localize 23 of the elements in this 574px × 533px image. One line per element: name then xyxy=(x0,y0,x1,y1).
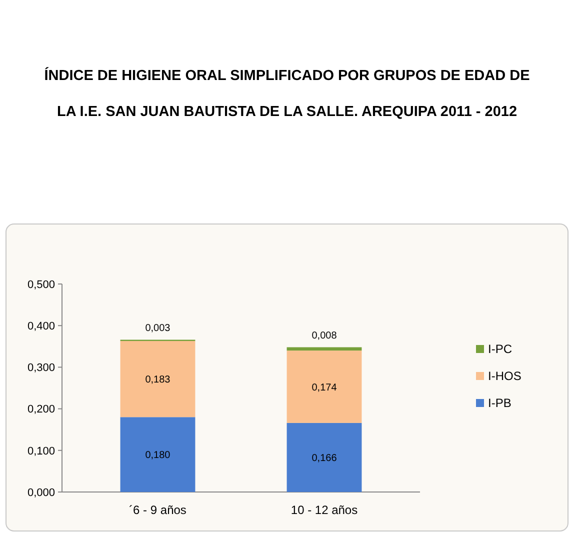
data-label: 0,174 xyxy=(312,382,338,394)
data-label: 0,183 xyxy=(145,374,171,386)
data-label: 0,166 xyxy=(312,452,338,464)
legend-label: I-PB xyxy=(488,396,512,410)
bar xyxy=(286,347,362,351)
data-label: 0,003 xyxy=(145,323,171,334)
bar xyxy=(120,417,196,492)
bar xyxy=(286,350,362,423)
data-label: 0,180 xyxy=(145,450,171,462)
y-tick-label: 0,500 xyxy=(27,278,55,291)
chart-title: ÍNDICE DE HIGIENE ORAL SIMPLIFICADO POR GRUPOS DE EDAD DE LA I.E. SAN JUAN BAUTISTA DE LA SALLE. AREQUIPA 2011 - 2012 xyxy=(44,68,530,120)
x-tick-label: ´6 - 9 años xyxy=(129,503,186,517)
y-tick-label: 0,400 xyxy=(27,320,55,332)
x-tick-label: 10 - 12 años xyxy=(290,503,358,517)
y-tick-label: 0,200 xyxy=(27,404,55,416)
legend-label: I-HOS xyxy=(488,369,522,384)
legend-label: I-PC xyxy=(488,342,512,356)
y-tick-label: 0,300 xyxy=(27,362,55,374)
y-tick-label: 0,100 xyxy=(27,445,55,458)
bar xyxy=(286,422,362,492)
data-label: 0,008 xyxy=(312,330,338,342)
y-tick-label: 0,000 xyxy=(27,486,55,499)
bar xyxy=(120,340,196,418)
